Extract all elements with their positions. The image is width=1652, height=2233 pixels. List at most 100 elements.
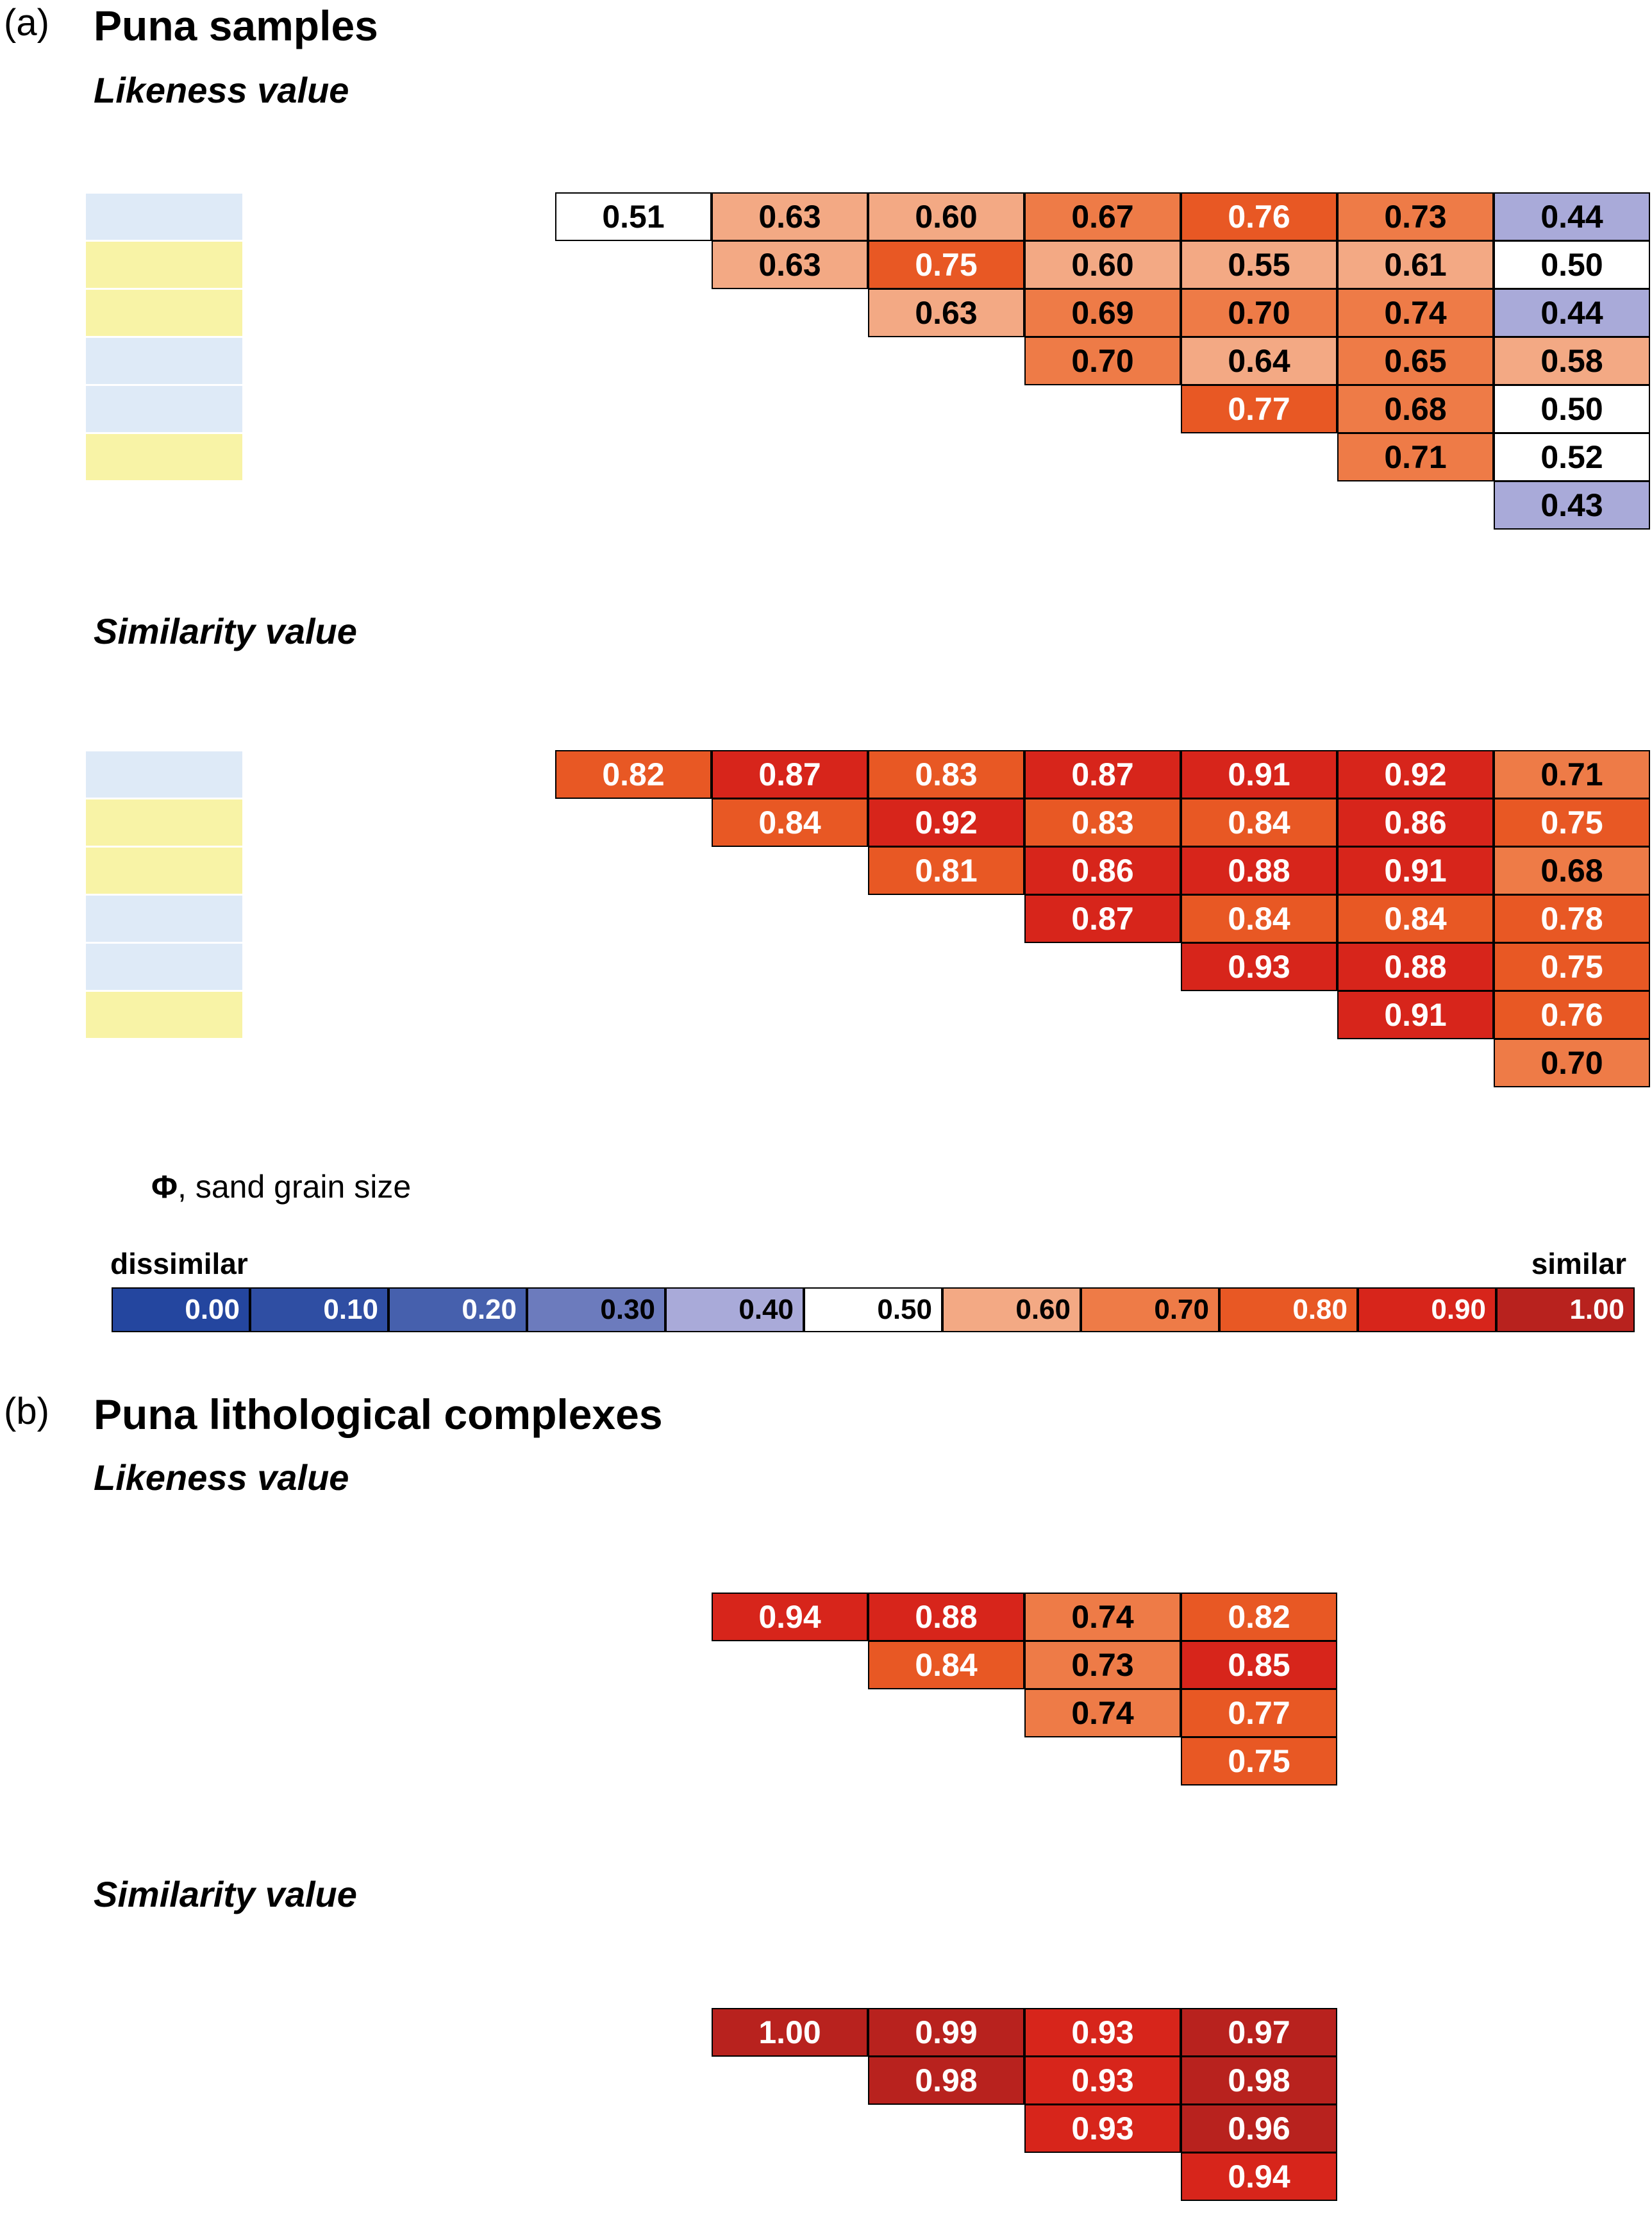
a-likeness-phi-cell	[86, 242, 242, 288]
b-likeness-cell: 0.74	[1024, 1593, 1181, 1641]
a-likeness-cell: 0.70	[1181, 289, 1337, 337]
a-similarity-cell: 0.75	[1494, 798, 1650, 847]
a-similarity-phi-cell	[86, 992, 242, 1038]
a-likeness-cell: 0.65	[1337, 337, 1494, 385]
a-likeness-cell: 0.73	[1337, 192, 1494, 241]
b-likeness-cell: 0.82	[1181, 1593, 1337, 1641]
b-similarity-cell: 0.93	[1024, 2104, 1181, 2153]
b-likeness-cell: 0.84	[868, 1641, 1024, 1689]
a-likeness-cell: 0.61	[1337, 240, 1494, 289]
legend-swatch: 0.70	[1081, 1287, 1219, 1332]
a-likeness-cell: 0.52	[1494, 433, 1650, 481]
b-similarity-cell: 0.99	[868, 2008, 1024, 2057]
legend-dissimilar-label: dissimilar	[110, 1247, 248, 1280]
a-likeness-cell: 0.60	[868, 192, 1024, 241]
a-likeness-cell: 0.64	[1181, 337, 1337, 385]
b-similarity-cell: 0.97	[1181, 2008, 1337, 2057]
a-similarity-cell: 0.88	[1337, 942, 1494, 991]
a-similarity-phi-cell	[86, 944, 242, 990]
a-likeness-cell: 0.44	[1494, 192, 1650, 241]
panel-a-label: (a)	[4, 2, 49, 44]
a-similarity-cell: 0.83	[1024, 798, 1181, 847]
a-likeness-cell: 0.44	[1494, 289, 1650, 337]
a-likeness-cell: 0.68	[1337, 385, 1494, 433]
a-similarity-phi-cell	[86, 751, 242, 798]
legend-swatch: 0.50	[804, 1287, 942, 1332]
a-likeness-cell: 0.76	[1181, 192, 1337, 241]
a-similarity-cell: 0.91	[1181, 750, 1337, 799]
b-likeness-cell: 0.94	[712, 1593, 868, 1641]
a-similarity-cell: 0.92	[868, 798, 1024, 847]
a-similarity-cell: 0.87	[1024, 750, 1181, 799]
a-similarity-cell: 0.84	[712, 798, 868, 847]
a-likeness-phi-cell	[86, 386, 242, 432]
b-likeness-cell: 0.88	[868, 1593, 1024, 1641]
a-likeness-cell: 0.43	[1494, 481, 1650, 530]
a-likeness-phi-cell	[86, 482, 242, 528]
a-similarity-cell: 0.76	[1494, 991, 1650, 1039]
a-similarity-cell: 0.87	[1024, 894, 1181, 943]
legend-swatch: 0.60	[942, 1287, 1081, 1332]
a-similarity-cell: 0.78	[1494, 894, 1650, 943]
a-likeness-cell: 0.51	[555, 192, 712, 241]
a-likeness-cell: 0.58	[1494, 337, 1650, 385]
a-similarity-phi-cell	[86, 1088, 242, 1134]
b-similarity-title: Similarity value	[94, 1874, 357, 1914]
a-similarity-cell: 0.70	[1494, 1039, 1650, 1087]
b-similarity-cell: 1.00	[712, 2008, 868, 2057]
legend-swatch: 0.80	[1219, 1287, 1358, 1332]
phi-symbol: Φ	[151, 1169, 178, 1205]
b-likeness-cell: 0.73	[1024, 1641, 1181, 1689]
b-likeness-cell: 0.75	[1181, 1737, 1337, 1786]
a-similarity-cell: 0.81	[868, 846, 1024, 895]
b-likeness-cell: 0.77	[1181, 1689, 1337, 1737]
a-similarity-cell: 0.91	[1337, 846, 1494, 895]
a-likeness-cell: 0.75	[868, 240, 1024, 289]
b-likeness-title: Likeness value	[94, 1457, 349, 1498]
a-similarity-cell: 0.82	[555, 750, 712, 799]
legend-swatch: 0.40	[665, 1287, 804, 1332]
a-similarity-phi-cell	[86, 799, 242, 846]
b-similarity-cell: 0.98	[868, 2056, 1024, 2105]
a-similarity-cell: 0.86	[1024, 846, 1181, 895]
a-likeness-cell: 0.55	[1181, 240, 1337, 289]
a-likeness-cell: 0.77	[1181, 385, 1337, 433]
legend-swatch: 0.20	[388, 1287, 527, 1332]
a-similarity-phi-cell	[86, 896, 242, 942]
a-likeness-phi-cell	[86, 338, 242, 384]
a-likeness-cell: 0.67	[1024, 192, 1181, 241]
a-likeness-cell: 0.63	[712, 240, 868, 289]
a-likeness-cell: 0.69	[1024, 289, 1181, 337]
a-similarity-phi-cell	[86, 1040, 242, 1086]
legend-swatch: 0.90	[1358, 1287, 1496, 1332]
a-likeness-phi-header	[86, 133, 242, 180]
a-similarity-cell: 0.88	[1181, 846, 1337, 895]
a-likeness-cell: 0.74	[1337, 289, 1494, 337]
legend-swatch: 0.10	[250, 1287, 388, 1332]
a-similarity-cell: 0.83	[868, 750, 1024, 799]
a-likeness-phi-cell	[86, 194, 242, 240]
a-likeness-cell: 0.71	[1337, 433, 1494, 481]
b-similarity-cell: 0.94	[1181, 2152, 1337, 2201]
b-likeness-cell: 0.74	[1024, 1689, 1181, 1737]
legend-swatch: 0.00	[112, 1287, 250, 1332]
a-similarity-cell: 0.68	[1494, 846, 1650, 895]
a-likeness-cell: 0.70	[1024, 337, 1181, 385]
legend-swatch: 0.30	[527, 1287, 665, 1332]
a-similarity-cell: 0.84	[1337, 894, 1494, 943]
a-likeness-cell: 0.63	[712, 192, 868, 241]
b-likeness-cell: 0.85	[1181, 1641, 1337, 1689]
a-similarity-cell: 0.92	[1337, 750, 1494, 799]
b-similarity-cell: 0.93	[1024, 2008, 1181, 2057]
panel-b-label: (b)	[4, 1391, 49, 1432]
legend-swatch: 1.00	[1496, 1287, 1635, 1332]
a-similarity-phi-cell	[86, 848, 242, 894]
b-similarity-cell: 0.98	[1181, 2056, 1337, 2105]
a-likeness-phi-cell	[86, 530, 242, 576]
legend-similar-label: similar	[1531, 1247, 1626, 1280]
panel-b-title: Puna lithological complexes	[94, 1391, 663, 1438]
panel-a-title: Puna samples	[94, 2, 378, 49]
a-likeness-cell: 0.50	[1494, 385, 1650, 433]
a-similarity-cell: 0.84	[1181, 798, 1337, 847]
a-likeness-cell: 0.63	[868, 289, 1024, 337]
